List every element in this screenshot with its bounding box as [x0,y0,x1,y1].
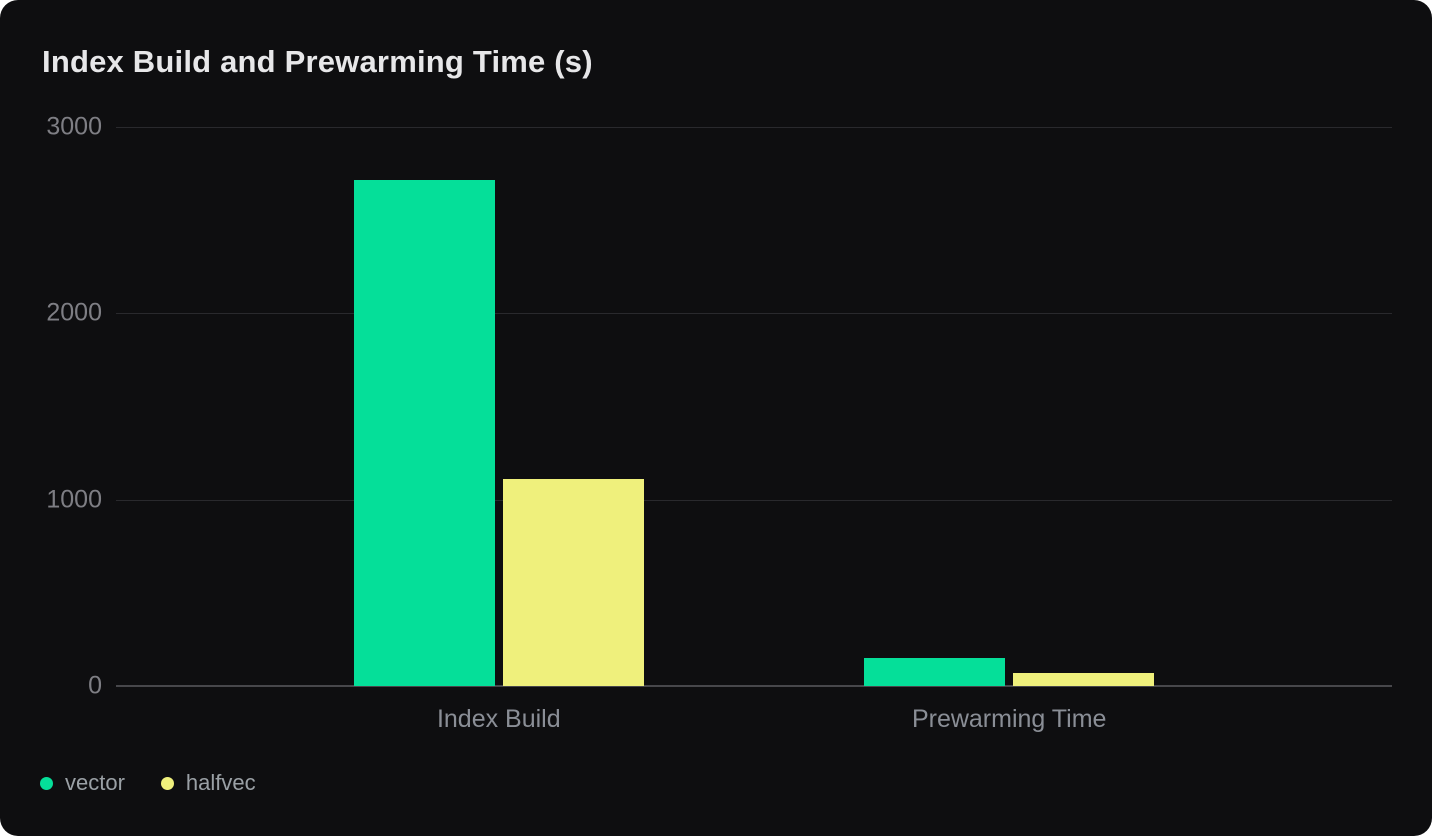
x-category-label-prewarming-time: Prewarming Time [911,705,1107,733]
x-category-label-index-build: Index Build [436,705,561,733]
bar-vector-prewarming-time[interactable] [864,658,1006,686]
bar-halfvec-prewarming-time[interactable] [1013,672,1155,686]
legend-label-halfvec: halfvec [185,770,256,795]
gridline-3000 [116,127,1392,128]
legend-label-vector: vector [65,770,125,795]
y-tick-label-2000: 2000 [46,298,102,327]
legend-item-halfvec[interactable]: halfvec [160,770,256,796]
legend-dot-halfvec [160,776,174,790]
x-axis-baseline [116,685,1392,687]
bar-vector-index-build[interactable] [353,180,495,686]
gridline-2000 [116,313,1392,315]
legend-item-vector[interactable]: vector [40,770,125,796]
bar-halfvec-index-build[interactable] [502,479,644,686]
y-tick-label-1000: 1000 [46,485,102,514]
legend: vector halfvec [40,770,256,796]
gridline-1000 [116,499,1392,501]
chart-title: Index Build and Prewarming Time (s) [42,44,593,79]
y-tick-label-3000: 3000 [46,112,102,141]
y-tick-label-0: 0 [88,671,102,700]
legend-dot-vector [40,776,53,790]
